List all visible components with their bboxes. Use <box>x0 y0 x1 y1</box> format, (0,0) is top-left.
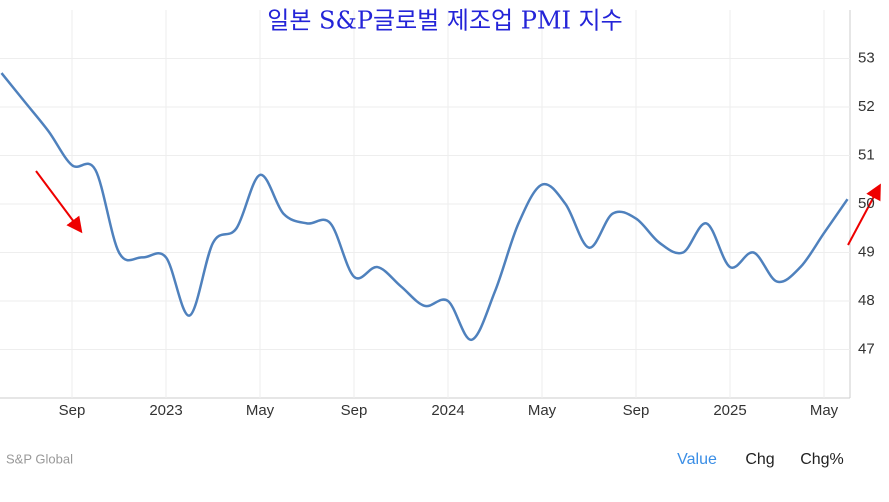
y-tick-label: 53 <box>858 49 875 66</box>
x-tick-label: May <box>810 402 839 419</box>
x-tick-label: May <box>528 402 557 419</box>
tab[interactable]: Chg% <box>800 451 844 468</box>
y-tick-label: 47 <box>858 340 875 357</box>
data-line <box>0 72 849 342</box>
chart-title: 일본 S&P글로벌 제조업 PMI 지수 <box>267 7 622 35</box>
x-tick-label: 2024 <box>431 402 464 419</box>
y-tick-label: 49 <box>858 243 875 260</box>
y-tick-label: 52 <box>858 98 875 115</box>
x-tick-label: May <box>246 402 275 419</box>
annotation-arrow <box>35 170 83 234</box>
x-tick-label: Sep <box>341 402 368 419</box>
tab[interactable]: Chg <box>745 451 774 468</box>
x-tick-label: 2025 <box>713 402 746 419</box>
y-tick-label: 50 <box>858 195 875 212</box>
annotation-arrow <box>847 183 881 246</box>
y-tick-label: 51 <box>858 146 875 163</box>
x-tick-label: Sep <box>623 402 650 419</box>
x-tick-label: Sep <box>59 402 86 419</box>
source: S&P Global <box>6 451 73 466</box>
y-tick-label: 48 <box>858 292 875 309</box>
tab[interactable]: Value <box>677 451 717 468</box>
x-tick-label: 2023 <box>149 402 182 419</box>
plot-background <box>0 0 889 440</box>
